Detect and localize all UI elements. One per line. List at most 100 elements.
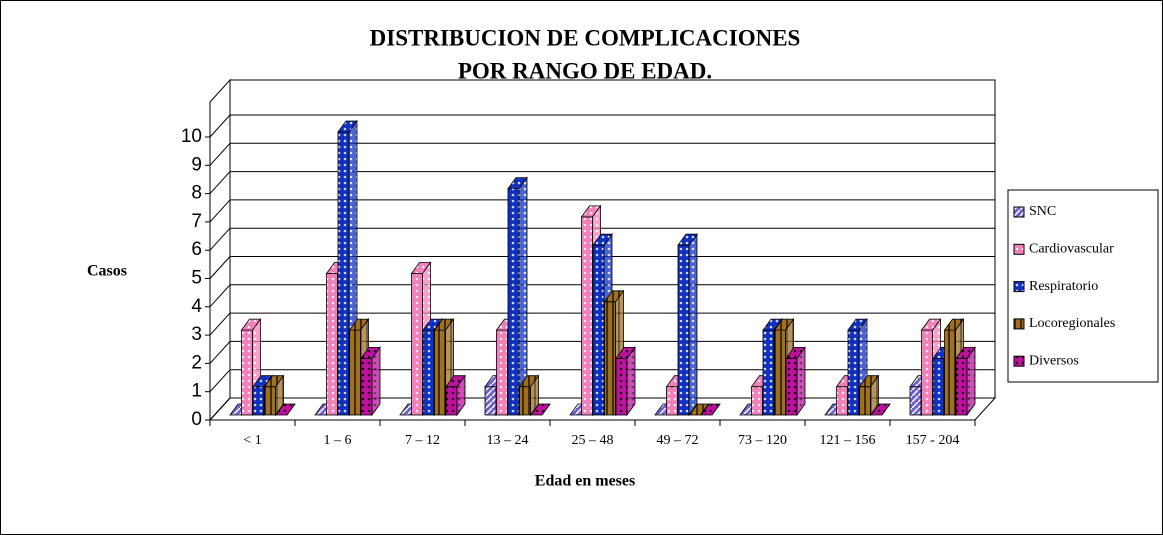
grid-line [209, 397, 231, 421]
bar [836, 386, 848, 416]
bar [751, 386, 763, 416]
bar-top [762, 318, 783, 331]
bar [252, 386, 265, 416]
bar [484, 386, 497, 416]
chart-title: DISTRIBUCION DE COMPLICACIONES [370, 25, 801, 50]
legend-label: Cardiovascular [1029, 242, 1114, 257]
legend-swatch [1013, 206, 1025, 218]
bar-top [615, 346, 636, 359]
bar-top [348, 318, 370, 331]
bar-top [530, 403, 551, 416]
grid-line [209, 284, 231, 308]
grid-line [209, 114, 231, 138]
bar [847, 329, 860, 416]
bar-top [410, 262, 432, 274]
bar-top [263, 375, 285, 388]
y-axis-label: Casos [87, 263, 127, 280]
bar-top [580, 205, 602, 218]
legend-swatch [1013, 281, 1025, 293]
bar-side [371, 346, 381, 417]
chart-title: POR RANGO DE EDAD. [458, 58, 712, 83]
bar [241, 329, 253, 416]
bar [762, 329, 775, 416]
bar [666, 386, 678, 416]
bar-top [785, 346, 806, 359]
bar-top [700, 403, 721, 416]
bar [592, 244, 605, 416]
grid-line [209, 341, 231, 364]
grid-line [209, 171, 231, 194]
bar [604, 301, 616, 416]
bar [932, 357, 945, 416]
x-tick-label: 49 – 72 [657, 433, 699, 448]
bar [496, 329, 508, 416]
bar [434, 329, 446, 416]
bar [445, 386, 458, 416]
legend-label: Locoregionales [1029, 316, 1115, 331]
bar [360, 357, 373, 416]
bar-top [847, 318, 868, 331]
y-tick-label: 5 [191, 268, 202, 289]
grid-line [209, 312, 231, 336]
bar-top [252, 375, 273, 388]
grid-line [209, 142, 231, 166]
grid-line [209, 227, 231, 251]
x-tick-label: 121 – 156 [820, 433, 876, 448]
legend-swatch [1013, 355, 1025, 367]
bar-top [360, 346, 381, 359]
bar [774, 329, 786, 416]
bar [411, 273, 423, 416]
bar-top [445, 375, 466, 388]
y-tick-label: 9 [191, 154, 202, 175]
legend-label: SNC [1029, 204, 1056, 219]
bar-top [943, 318, 965, 331]
bar [615, 357, 628, 416]
x-tick-label: 157 - 204 [906, 433, 960, 448]
bar [264, 386, 276, 416]
y-tick-label: 2 [191, 352, 202, 373]
bar-top [507, 177, 528, 190]
grid-line [209, 256, 231, 279]
bar [519, 386, 531, 416]
y-tick-label: 4 [191, 296, 202, 317]
bar-top [592, 233, 613, 246]
x-tick-label: < 1 [243, 433, 261, 448]
bar [921, 329, 933, 416]
x-tick-label: 25 – 48 [572, 433, 614, 448]
grid-line [209, 369, 231, 393]
bar [677, 244, 690, 416]
y-tick-label: 10 [181, 126, 202, 147]
legend [1007, 189, 1159, 383]
x-tick-label: 73 – 120 [738, 433, 787, 448]
bar-top [518, 375, 540, 388]
x-axis-label: Edad en meses [535, 473, 635, 490]
bar-side [966, 346, 976, 417]
bar-side [626, 346, 636, 417]
y-tick-label: 1 [191, 381, 202, 402]
x-tick-label: 13 – 24 [487, 433, 529, 448]
grid-line [209, 199, 231, 223]
bar-top [603, 290, 625, 303]
bar [507, 188, 520, 416]
y-tick-label: 8 [191, 183, 202, 204]
back-wall [209, 78, 231, 422]
bar-side [796, 346, 806, 417]
bar-top [240, 318, 262, 331]
bar-top [773, 318, 795, 331]
bar-top [337, 120, 358, 133]
bar [326, 273, 338, 416]
legend-label: Diversos [1029, 353, 1079, 368]
bar [349, 329, 361, 416]
y-tick-label: 6 [191, 239, 202, 260]
bar [581, 216, 593, 416]
bar-top [275, 403, 296, 416]
bar-top [422, 318, 443, 331]
y-tick-label: 3 [191, 324, 202, 345]
bar-top [677, 233, 698, 246]
bar-top [870, 403, 891, 416]
bar [909, 386, 922, 416]
bar [337, 131, 350, 416]
bar-top [920, 318, 942, 331]
bar-top [688, 403, 710, 416]
